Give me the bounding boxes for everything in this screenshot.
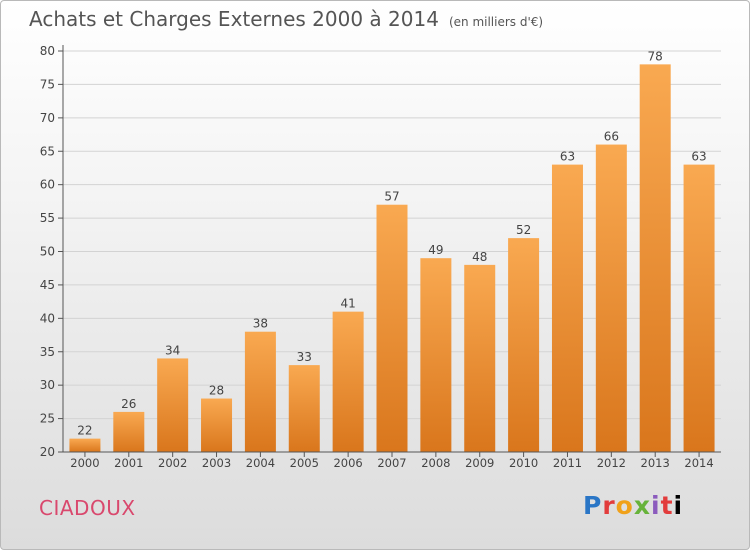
bar	[551, 164, 583, 452]
bar-value-label: 38	[253, 317, 268, 331]
bar-value-label: 28	[209, 384, 224, 398]
y-tick-label: 55	[40, 211, 55, 225]
y-tick-label: 35	[40, 345, 55, 359]
bar-value-label: 22	[77, 424, 92, 438]
commune-name: CIADOUX	[39, 496, 136, 520]
bar-value-label: 78	[648, 49, 663, 63]
bar	[201, 398, 233, 452]
x-tick-label: 2010	[509, 456, 538, 470]
y-tick-label: 20	[40, 445, 55, 459]
bar	[595, 144, 627, 453]
bar	[288, 365, 320, 452]
x-tick-label: 2003	[202, 456, 231, 470]
logo-letter: x	[633, 491, 651, 520]
y-tick-label: 40	[40, 311, 55, 325]
logo-letter: i	[673, 491, 684, 520]
y-tick-label: 60	[40, 178, 55, 192]
bar	[508, 238, 540, 452]
bar	[420, 258, 452, 452]
x-tick-label: 2004	[246, 456, 275, 470]
x-tick-label: 2014	[684, 456, 713, 470]
y-tick-label: 70	[40, 111, 55, 125]
bar-value-label: 48	[472, 250, 487, 264]
y-tick-label: 25	[40, 412, 55, 426]
bar	[332, 311, 364, 452]
bar-value-label: 57	[384, 190, 399, 204]
proxiti-logo: Proxiti	[583, 491, 683, 520]
logo-letter: i	[651, 491, 661, 520]
x-tick-label: 2011	[553, 456, 582, 470]
bar	[157, 358, 189, 452]
chart-title: Achats et Charges Externes 2000 à 2014 (e…	[29, 7, 543, 31]
logo-letter: o	[615, 491, 634, 520]
x-tick-label: 2009	[465, 456, 494, 470]
logo-letter: r	[602, 491, 616, 520]
axes: 20 25 30 35 40 45 50 55 60 65 70 75 80 2000 2001 2002 20…	[40, 44, 721, 470]
logo-letter: P	[583, 491, 603, 520]
y-tick-label: 65	[40, 144, 55, 158]
bar	[683, 164, 715, 452]
bar-value-label: 66	[604, 130, 619, 144]
x-tick-label: 2001	[114, 456, 143, 470]
bar-value-label: 34	[165, 343, 180, 357]
y-tick-label: 80	[40, 44, 55, 58]
x-tick-label: 2008	[421, 456, 450, 470]
bar	[464, 264, 496, 452]
y-tick-label: 75	[40, 77, 55, 91]
x-tick-label: 2000	[70, 456, 99, 470]
bar	[69, 438, 101, 452]
x-tick-label: 2012	[597, 456, 626, 470]
y-tick-label: 50	[40, 245, 55, 259]
x-tick-label: 2013	[641, 456, 670, 470]
bars: 22 26 34 28 38 33 41 57 49 48 52 63 66 78 63	[69, 49, 715, 453]
x-tick-label: 2007	[377, 456, 406, 470]
y-tick-label: 45	[40, 278, 55, 292]
bar-value-label: 41	[340, 297, 355, 311]
bar-value-label: 26	[121, 397, 136, 411]
chart-title-text: Achats et Charges Externes 2000 à 2014	[29, 7, 439, 31]
bar-value-label: 33	[297, 350, 312, 364]
bar	[113, 411, 145, 452]
bar-value-label: 49	[428, 243, 443, 257]
bar-value-label: 52	[516, 223, 531, 237]
x-tick-label: 2005	[290, 456, 319, 470]
logo-letter: t	[660, 491, 674, 520]
x-tick-label: 2006	[333, 456, 362, 470]
y-tick-label: 30	[40, 378, 55, 392]
bar-value-label: 63	[560, 150, 575, 164]
bar-value-label: 63	[691, 150, 706, 164]
chart-unit-label: (en milliers d'€)	[448, 15, 544, 29]
bar	[376, 204, 408, 452]
x-tick-label: 2002	[158, 456, 187, 470]
bar	[244, 331, 276, 452]
bar	[639, 64, 671, 452]
